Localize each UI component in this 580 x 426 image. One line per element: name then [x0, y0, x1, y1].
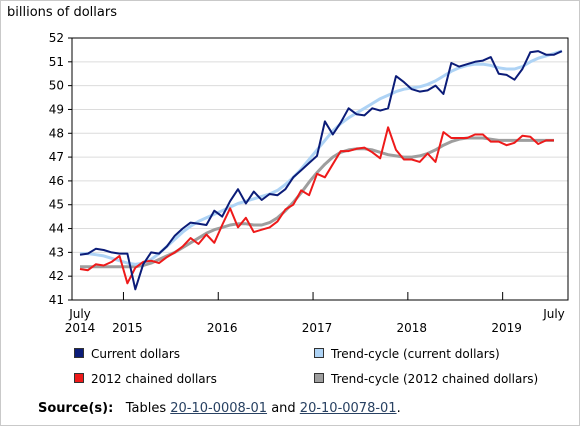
y-tick-label: 50 — [49, 79, 64, 93]
source-prefix: Tables — [125, 401, 167, 416]
x-tick-label: 2018 — [397, 321, 428, 335]
source-label: Source(s): — [38, 401, 114, 416]
y-tick-label: 45 — [49, 198, 64, 212]
gridlines — [72, 61, 568, 277]
y-tick-label: 44 — [49, 222, 64, 236]
legend-label: 2012 chained dollars — [91, 372, 217, 386]
table-link-2[interactable]: 20-10-0078-01 — [299, 401, 397, 416]
source-suffix: . — [396, 401, 401, 416]
series-line-2012-chained-dollars — [79, 126, 554, 285]
table-link-1[interactable]: 20-10-0008-01 — [170, 401, 268, 416]
series-lines — [79, 49, 563, 291]
x-tick-label: July — [542, 307, 565, 321]
legend-swatch — [74, 373, 84, 383]
legend-swatch — [314, 348, 324, 358]
legend-swatch — [74, 348, 84, 358]
y-tick-label: 47 — [49, 150, 64, 164]
x-tick-label: 2014 — [65, 321, 96, 335]
source-mid: and — [271, 401, 296, 416]
y-tick-label: 51 — [49, 55, 64, 69]
plot-frame — [71, 37, 569, 301]
x-tick-label: 2015 — [112, 321, 143, 335]
y-tick-label: 48 — [49, 126, 64, 140]
legend-label: Trend-cycle (2012 chained dollars) — [331, 372, 539, 386]
x-tick-label: July — [68, 307, 91, 321]
series-line-trend-cycle-current-dollars — [80, 49, 563, 266]
x-tick-label: 2017 — [302, 321, 333, 335]
x-tick-label: 2019 — [491, 321, 522, 335]
y-tick-label: 52 — [49, 31, 64, 45]
y-tick-label: 41 — [49, 293, 64, 307]
legend-label: Current dollars — [91, 347, 181, 361]
legend-label: Trend-cycle (current dollars) — [331, 347, 500, 361]
y-tick-label: 43 — [49, 245, 64, 259]
series-line-current-dollars — [79, 50, 563, 291]
legend-swatch — [314, 373, 324, 383]
y-tick-label: 42 — [49, 269, 64, 283]
series-line-trend-cycle-2012-chained-dollars — [80, 136, 554, 269]
y-tick-label: 49 — [49, 102, 64, 116]
y-axis-unit-label: billions of dollars — [7, 5, 117, 20]
x-tick-label: 2016 — [207, 321, 238, 335]
y-tick-label: 46 — [49, 174, 64, 188]
source-note: Source(s): Tables 20-10-0008-01 and 20-1… — [38, 401, 401, 416]
